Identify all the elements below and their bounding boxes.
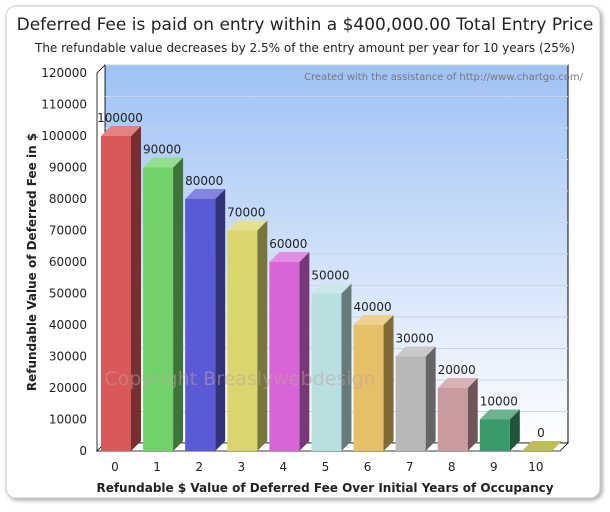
x-tick-label: 6 [364,460,372,474]
bar-side [215,189,226,451]
bar-value-label: 20000 [438,363,476,377]
x-tick-label: 4 [280,460,288,474]
bar-side [173,157,184,451]
bar-value-label: 90000 [143,143,181,157]
bar [395,356,426,451]
x-tick-label: 2 [195,460,203,474]
bar-top [143,157,184,168]
bar-top [101,126,141,136]
bar-top [311,283,352,294]
watermark: Copyright Breaslywebdesign [104,368,375,390]
y-tick-label: 40000 [49,318,87,332]
chart-subtitle: The refundable value decreases by 2.5% o… [34,41,575,55]
bar [269,262,300,451]
bar-value-label: 100000 [97,111,143,125]
y-tick-label: 30000 [49,350,87,364]
bar [101,136,131,451]
bar-value-label: 70000 [227,206,265,220]
y-tick-label: 20000 [49,381,87,395]
bar-top [353,315,394,325]
y-tick-label: 90000 [49,161,87,175]
bar-top [479,409,520,420]
x-tick-label: 3 [237,460,245,474]
x-tick-label: 8 [448,460,456,474]
bar [479,419,510,451]
y-tick-label: 80000 [49,192,87,206]
bar [311,293,342,451]
y-tick-label: 120000 [41,66,87,80]
x-axis-label: Refundable $ Value of Deferred Fee Over … [96,481,553,495]
bar-value-label: 0 [537,426,545,440]
bar-top [227,220,268,231]
bar-top [269,252,310,262]
y-tick-label: 0 [79,444,87,458]
y-tick-label: 10000 [49,413,87,427]
chart-title: Deferred Fee is paid on entry within a $… [17,15,594,35]
bar-value-label: 10000 [480,395,518,409]
bar [143,167,174,451]
bar-side [341,283,352,451]
bar-value-label: 40000 [353,300,391,314]
x-tick-label: 9 [490,460,498,474]
credit-text: Created with the assistance of http://ww… [304,72,584,83]
y-tick-label: 60000 [49,255,87,269]
y-tick-label: 50000 [49,287,87,301]
bar-side [257,220,268,451]
bar [437,388,468,451]
bar-side [383,315,394,451]
bar-side [425,346,436,451]
bar-value-label: 50000 [311,269,349,283]
bar-top [521,441,562,451]
y-tick-label: 70000 [49,224,87,238]
y-axis-label: Refundable Value of Deferred Fee in $ [25,133,39,391]
bar-value-label: 60000 [269,237,307,251]
bar-side [509,409,520,451]
bar-side [299,252,310,451]
bar-value-label: 30000 [396,332,434,346]
x-tick-label: 7 [406,460,414,474]
bar-top [437,378,478,388]
bar-side [467,378,478,451]
bar-top [185,189,226,199]
bar-side [131,126,141,451]
bar-value-label: 80000 [185,174,223,188]
bar-top [395,346,436,357]
y-tick-label: 100000 [41,129,87,143]
x-tick-label: 1 [153,460,161,474]
bar [353,325,384,451]
y-tick-label: 110000 [41,98,87,112]
bar [185,199,216,451]
x-tick-label: 10 [528,460,543,474]
x-tick-label: 0 [111,460,119,474]
bar [227,230,258,451]
x-tick-label: 5 [322,460,330,474]
